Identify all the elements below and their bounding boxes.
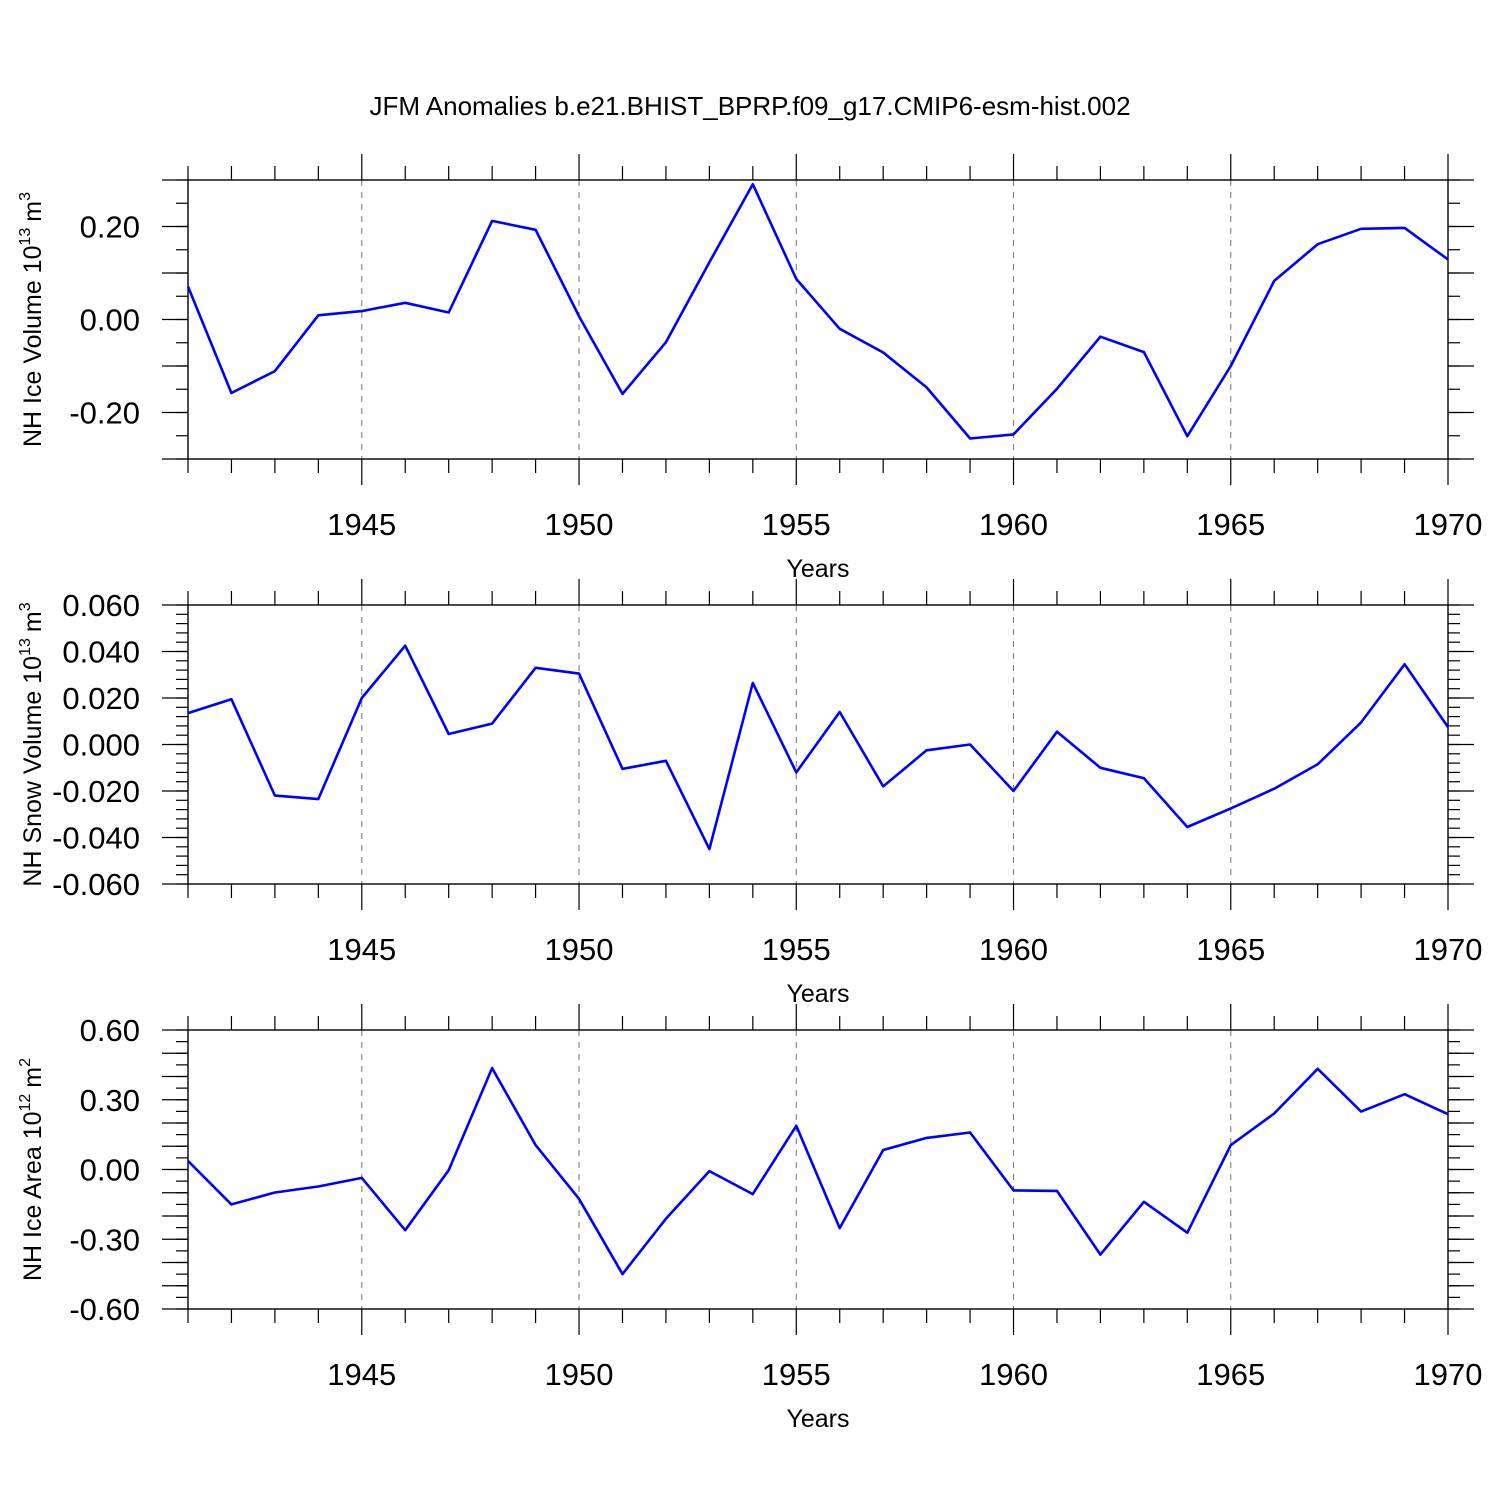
y-tick-label: 0.000 [62,728,140,763]
y-axis-title-main: NH Ice Area 10 [19,1112,47,1282]
y-axis-title-exponent: 12 [17,1094,34,1112]
y-tick-label: -0.020 [52,774,140,809]
plot-frame [187,604,1449,885]
x-axis-title: Years [786,1405,849,1433]
x-axis-title: Years [786,980,849,1008]
y-tick-label: 0.00 [80,1153,140,1188]
x-tick-label: 1955 [762,932,831,967]
y-axis-title-unit-exponent: 2 [17,1058,34,1067]
y-tick-label: -0.20 [69,396,140,431]
y-axis-title-exponent: 13 [17,638,34,656]
y-axis-title-main: NH Snow Volume 10 [19,656,47,887]
y-tick-label: 0.040 [62,635,140,670]
y-axis-title-exponent: 13 [17,228,34,246]
x-tick-label: 1955 [762,1357,831,1392]
x-tick-label: 1965 [1196,1357,1265,1392]
y-axis-title-unit: m [19,611,47,632]
series-line-snow-volume [187,644,1450,851]
x-tick-label: 1970 [1414,932,1483,967]
x-tick-label: 1950 [545,932,614,967]
y-tick-label: -0.30 [69,1222,140,1257]
x-tick-label: 1965 [1196,507,1265,542]
y-tick-label: 0.20 [80,210,140,245]
y-tick-label: 0.60 [80,1013,140,1048]
y-tick-label: -0.040 [52,821,140,856]
x-tick-label: 1945 [327,1357,396,1392]
y-tick-label: 0.060 [62,588,140,623]
x-tick-label: 1970 [1414,507,1483,542]
figure-title: JFM Anomalies b.e21.BHIST_BPRP.f09_g17.C… [369,91,1130,121]
x-tick-label: 1960 [979,507,1048,542]
y-axis-title-unit: m [19,1067,47,1088]
y-axis-title-unit: m [19,201,47,222]
panel-ice-area: 0.60 0.30 0.00 -0.30 -0.60 1945 1950 1955 1960 19… [17,1004,1482,1433]
y-axis-title-unit-exponent: 3 [17,192,34,201]
plot-frame [187,179,1449,460]
panel-ice-volume: 0.20 0.00 -0.20 1945 1950 1955 1960 1965 1970 Yea… [17,154,1482,583]
plot-frame [187,1029,1449,1310]
x-tick-label: 1950 [545,507,614,542]
x-tick-label: 1950 [545,1357,614,1392]
x-axis-title: Years [786,555,849,583]
y-axis-title-main: NH Ice Volume 10 [19,246,47,448]
y-axis-title: NH Ice Volume 1013 m3 [17,192,47,447]
x-tick-label: 1960 [979,1357,1048,1392]
y-tick-label: 0.00 [80,303,140,338]
y-axis-title-unit-exponent: 3 [17,602,34,611]
y-axis-title: NH Ice Area 1012 m2 [17,1058,47,1281]
series-line-ice-area [187,1066,1449,1276]
y-tick-label: 0.020 [62,681,140,716]
y-tick-label: -0.060 [52,867,140,902]
x-tick-label: 1965 [1196,932,1265,967]
x-tick-label: 1945 [327,507,396,542]
y-tick-label: 0.30 [80,1083,140,1118]
series-line-ice-volume [186,182,1449,440]
x-tick-label: 1960 [979,932,1048,967]
x-tick-label: 1970 [1414,1357,1483,1392]
y-tick-label: -0.60 [69,1292,140,1327]
panel-snow-volume: 0.060 0.040 0.020 0.000 -0.020 -0.040 -0.060 19… [17,579,1482,1008]
x-tick-label: 1955 [762,507,831,542]
x-tick-label: 1945 [327,932,396,967]
y-axis-title: NH Snow Volume 1013 m3 [17,602,47,886]
